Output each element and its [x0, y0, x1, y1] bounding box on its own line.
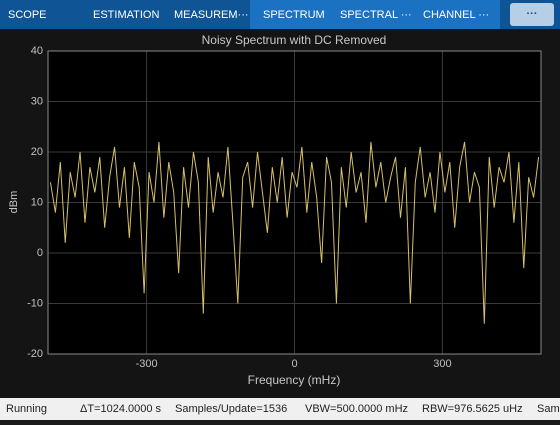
toolbar-tab[interactable]: SCOPE	[8, 9, 47, 21]
toolbar-section	[250, 0, 500, 29]
status-item: ΔT=1024.0000 s	[80, 403, 162, 415]
status-item: Samples/Update=1536	[175, 403, 287, 415]
y-tick-label: 10	[31, 196, 43, 208]
axes-box	[47, 50, 542, 355]
status-item: Running	[6, 403, 47, 415]
more-button-label[interactable]: ···	[527, 8, 538, 20]
status-bar	[0, 398, 560, 420]
toolbar-tab[interactable]: ESTIMATION	[93, 9, 159, 21]
x-axis-label: Frequency (mHz)	[248, 373, 341, 387]
status-item: Sam	[537, 403, 560, 415]
y-tick-label: 20	[31, 146, 43, 158]
y-tick-label: -10	[27, 297, 43, 309]
y-tick-label: -20	[27, 348, 43, 360]
toolbar-tab[interactable]: SPECTRUM	[263, 9, 325, 21]
y-axis-label: dBm	[8, 191, 20, 214]
x-tick-label: -300	[136, 358, 158, 370]
y-tick-label: 0	[37, 247, 43, 259]
toolbar-tab[interactable]: CHANNEL ···	[423, 9, 489, 21]
x-tick-label: 0	[291, 358, 297, 370]
chart-title: Noisy Spectrum with DC Removed	[202, 33, 387, 47]
toolbar-tab[interactable]: SPECTRAL ···	[340, 9, 412, 21]
y-tick-label: 40	[31, 45, 43, 57]
y-tick-label: 30	[31, 95, 43, 107]
toolbar-tab[interactable]: MEASUREM···	[174, 9, 249, 21]
x-tick-label: 300	[433, 358, 451, 370]
spectrum-line	[49, 141, 540, 324]
status-item: VBW=500.0000 mHz	[305, 403, 408, 415]
more-button[interactable]	[510, 3, 554, 26]
status-item: RBW=976.5625 uHz	[422, 403, 523, 415]
